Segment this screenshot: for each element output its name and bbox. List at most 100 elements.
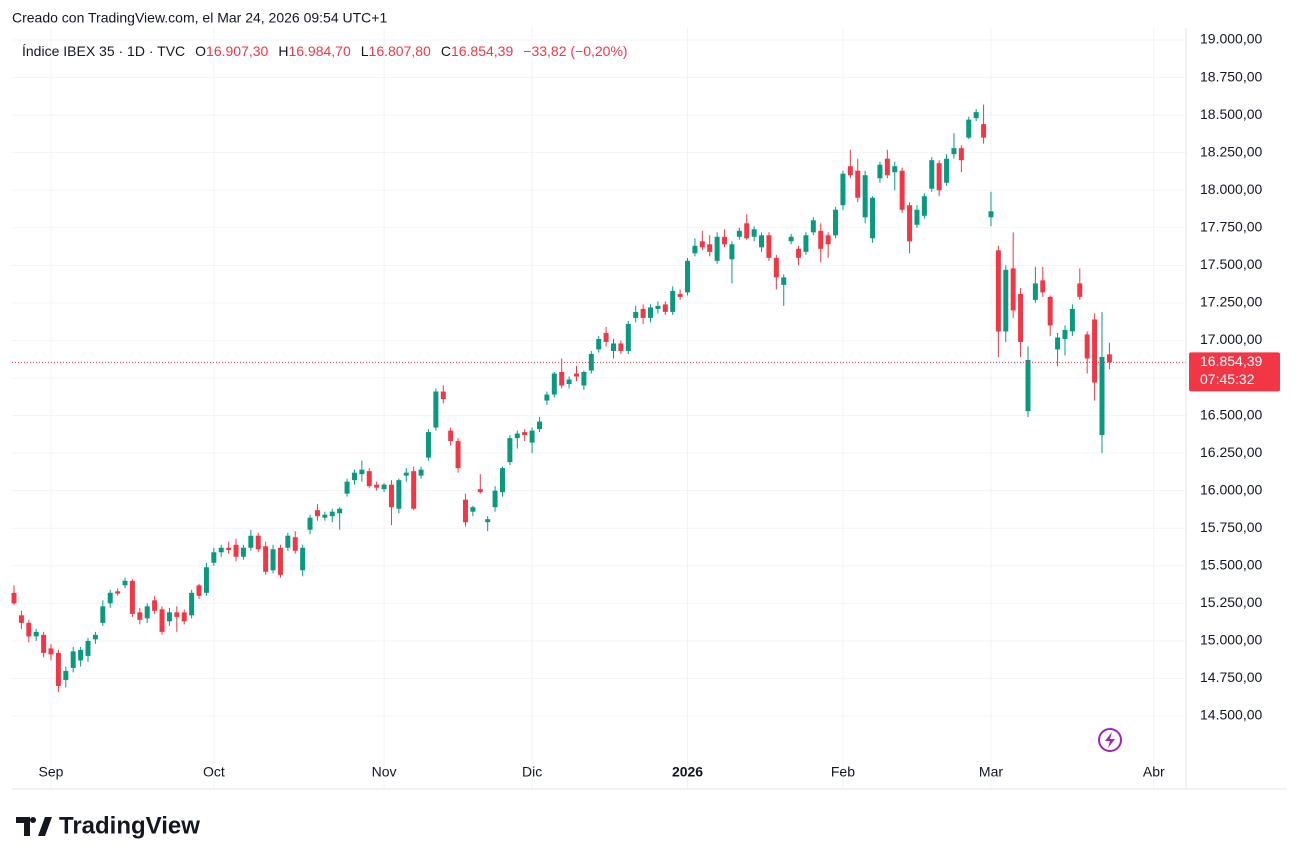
created-note: Creado con TradingView.com, el Mar 24, 2… <box>12 10 387 26</box>
candle-body <box>351 472 357 481</box>
x-tick-label: Nov <box>372 764 397 780</box>
candle-body <box>936 163 942 191</box>
candle-body <box>536 421 542 430</box>
candle-body <box>314 510 320 517</box>
candle-body <box>544 394 550 401</box>
candle-body <box>847 166 853 176</box>
candle-body <box>529 430 535 443</box>
candle-body <box>366 471 372 487</box>
candle-body <box>248 535 254 548</box>
candle-body <box>433 391 439 428</box>
candle-body <box>818 230 824 249</box>
candle-body <box>611 343 617 351</box>
y-tick-label: 18.750,00 <box>1200 68 1262 84</box>
candle-body <box>855 170 861 198</box>
candle-body <box>951 148 957 155</box>
candle-body <box>11 592 17 604</box>
x-tick-label: Abr <box>1143 764 1165 780</box>
candle-body <box>640 308 646 318</box>
candle-body <box>292 537 298 551</box>
candle-body <box>277 547 283 575</box>
legend-key: O <box>195 43 206 59</box>
candles <box>11 104 1186 692</box>
candle-body <box>122 580 128 586</box>
candle-body <box>907 205 913 242</box>
y-tick-label: 16.250,00 <box>1200 444 1262 460</box>
candle-body <box>981 124 987 138</box>
candle-body <box>877 164 883 179</box>
candle-body <box>825 235 831 245</box>
candle-body <box>929 160 935 189</box>
candle-body <box>137 612 143 620</box>
candle-body <box>958 148 964 161</box>
candle-body <box>1025 359 1031 412</box>
legend-value: 16.907,30 <box>206 43 268 59</box>
candle-body <box>70 651 76 668</box>
candle-body <box>766 235 772 258</box>
candle-body <box>492 490 498 508</box>
candle-body <box>995 250 1001 332</box>
candle-body <box>1010 268 1016 311</box>
x-tick-label: Dic <box>522 764 542 780</box>
last-price-label: 16.854,39 <box>1200 353 1262 369</box>
candle-body <box>662 304 668 312</box>
x-tick-label: Sep <box>39 764 64 780</box>
candle-body <box>551 373 557 395</box>
candle-body <box>63 670 69 680</box>
candle-body <box>810 220 816 233</box>
y-tick-label: 17.750,00 <box>1200 218 1262 234</box>
candle-body <box>388 484 394 508</box>
y-tick-label: 14.500,00 <box>1200 707 1262 723</box>
countdown-label: 07:45:32 <box>1200 371 1255 387</box>
candle-body <box>566 379 572 385</box>
y-tick-label: 18.000,00 <box>1200 181 1262 197</box>
candle-body <box>736 230 742 237</box>
candle-body <box>759 235 765 248</box>
candle-body <box>85 640 91 656</box>
candle-body <box>359 469 365 475</box>
legend-symbol: Índice IBEX 35 · 1D · TVC <box>22 43 185 59</box>
candle-body <box>1069 308 1075 332</box>
candle-body <box>744 223 750 239</box>
candle-body <box>78 649 84 661</box>
candle-body <box>781 277 787 285</box>
candle-body <box>470 507 476 512</box>
legend-key: H <box>278 43 288 59</box>
candle-body <box>48 648 54 655</box>
candle-body <box>1018 293 1024 342</box>
candle-body <box>1062 329 1068 339</box>
candle-body <box>1099 356 1105 436</box>
legend-value: 16.984,70 <box>288 43 350 59</box>
legend: Índice IBEX 35 · 1D · TVC O16.907,30 H16.9… <box>22 43 628 59</box>
y-tick-label: 14.750,00 <box>1200 669 1262 685</box>
candle-body <box>425 432 431 458</box>
candle-body <box>462 499 468 523</box>
candle-body <box>337 508 343 514</box>
legend-value: 16.854,39 <box>451 43 513 59</box>
x-tick-label: Mar <box>979 764 1003 780</box>
candle-body <box>921 196 927 216</box>
candle-body <box>699 241 705 248</box>
candle-body <box>507 438 513 463</box>
candle-body <box>914 209 920 225</box>
candle-body <box>33 631 39 637</box>
y-tick-label: 18.250,00 <box>1200 143 1262 159</box>
candle-body <box>1106 354 1112 363</box>
candle-body <box>226 547 232 551</box>
candle-body <box>707 244 713 252</box>
y-tick-label: 16.500,00 <box>1200 406 1262 422</box>
candle-body <box>107 592 113 604</box>
candle-body <box>685 260 691 293</box>
candle-body <box>285 535 291 548</box>
candle-body <box>944 158 950 183</box>
candle-body <box>1092 319 1098 383</box>
brand-name: TradingView <box>59 812 200 839</box>
lightning-icon <box>1098 728 1122 752</box>
y-tick-label: 16.000,00 <box>1200 481 1262 497</box>
candle-body <box>1084 334 1090 359</box>
candle-body <box>1077 283 1083 297</box>
candle-body <box>603 332 609 342</box>
candle-body <box>840 173 846 206</box>
